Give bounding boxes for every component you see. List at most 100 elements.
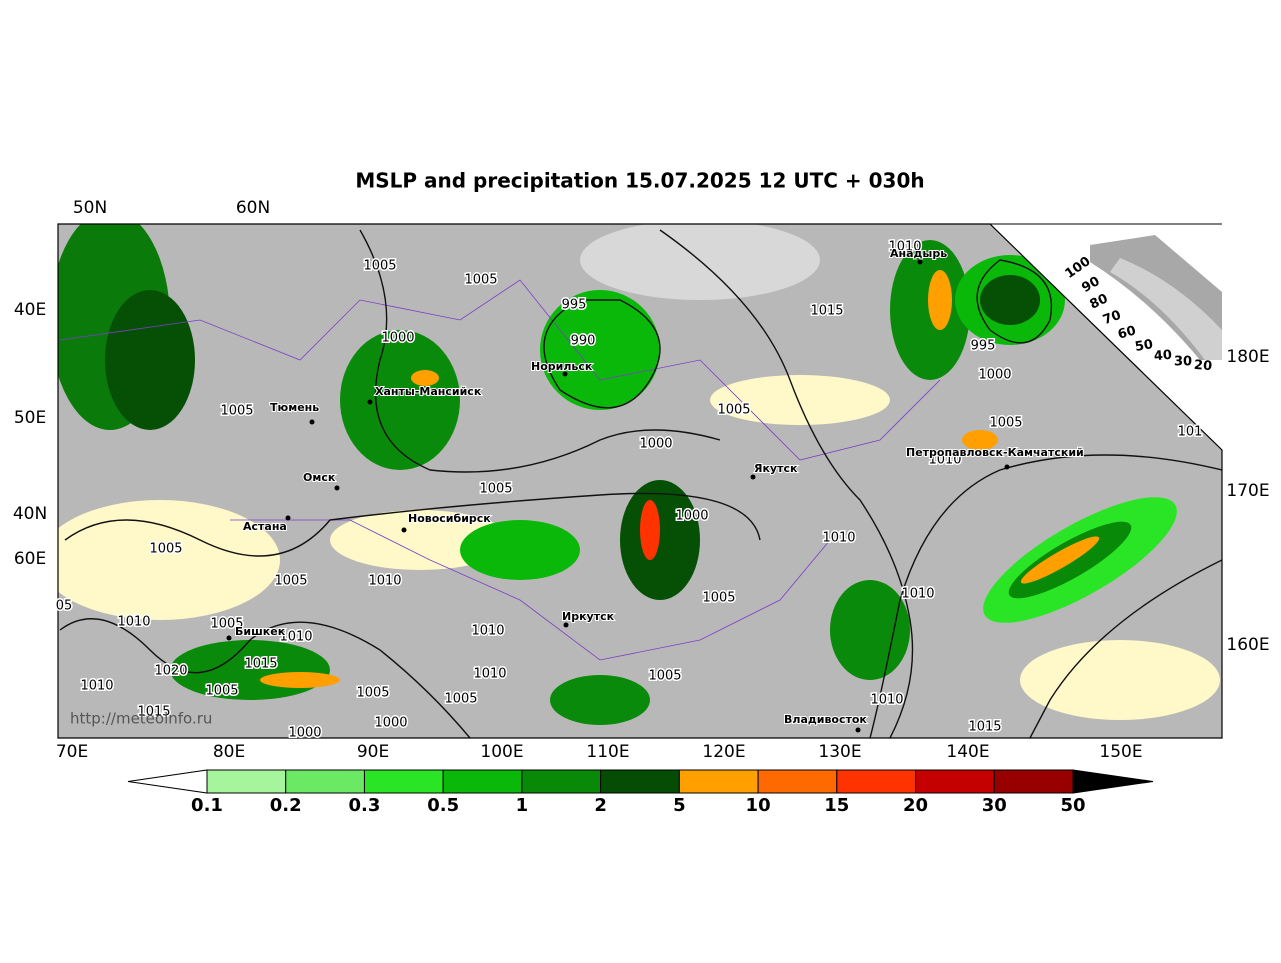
cloud-scale-label: 40 <box>1153 348 1172 365</box>
city-label: Петропавловск-Камчатский <box>906 446 1084 459</box>
colorbar-label: 10 <box>746 795 771 816</box>
isobar-label: 1005 <box>210 617 243 632</box>
cloud-scale-fan <box>1090 235 1222 360</box>
colorbar-box <box>521 769 602 794</box>
map-background <box>58 224 1222 738</box>
coord-label: 40E <box>14 300 46 320</box>
isobar-label: 1000 <box>978 368 1011 383</box>
cloud-scale-label: 60 <box>1116 323 1137 342</box>
lon-label: 100E <box>480 742 523 762</box>
isobar-label: 1005 <box>444 692 477 707</box>
city-dot <box>917 259 923 265</box>
colorbar-label: 1 <box>516 795 529 816</box>
lon-label: 110E <box>586 742 629 762</box>
colorbar-box <box>915 769 995 794</box>
city-dot <box>367 399 373 405</box>
colorbar-label: 0.5 <box>427 795 459 816</box>
map-frame <box>57 223 1223 739</box>
isobar-label: 1010 <box>471 624 504 639</box>
colorbar-box <box>206 769 287 794</box>
isobar-label: 1010 <box>117 615 150 630</box>
isobar-label: 1000 <box>374 716 407 731</box>
isobar-label: 05 <box>56 599 73 614</box>
colorbar-box <box>285 769 365 794</box>
isobar-label: 1005 <box>464 273 497 288</box>
isobar-label: 101 <box>1178 425 1203 440</box>
isobar-label: 1010 <box>901 587 934 602</box>
isobar-label: 995 <box>971 339 996 354</box>
city-dot <box>285 515 291 521</box>
city-label: Омск <box>303 471 336 484</box>
lon-label: 130E <box>818 742 861 762</box>
city-dot <box>750 474 756 480</box>
city-dot <box>855 727 861 733</box>
city-dot <box>309 419 315 425</box>
colorbar-box <box>363 769 444 794</box>
colorbar-over <box>1072 769 1154 794</box>
lon-label: 120E <box>702 742 745 762</box>
colorbar-box <box>836 769 917 794</box>
isobar-label: 1005 <box>149 542 182 557</box>
city-dot <box>226 635 232 641</box>
isobar-label: 1010 <box>473 667 506 682</box>
isobar-label: 1010 <box>368 574 401 589</box>
city-dot <box>401 527 407 533</box>
cloud-scale-label: 30 <box>1174 355 1192 370</box>
colorbar-label: 0.3 <box>349 795 381 816</box>
city-label: Ханты-Мансийск <box>375 385 482 398</box>
city-dot <box>563 622 569 628</box>
colorbar-label: 2 <box>594 795 607 816</box>
isobar-label: 1005 <box>717 403 750 418</box>
isobar-label: 1005 <box>479 482 512 497</box>
coord-label: 180E <box>1226 347 1269 367</box>
city-label: Якутск <box>754 462 798 475</box>
isobar-label: 1010 <box>870 693 903 708</box>
colorbar-box <box>757 769 838 794</box>
city-label: Тюмень <box>270 401 319 414</box>
city-label: Астана <box>243 520 287 533</box>
lat-label: 50N <box>73 198 107 218</box>
isobar-label: 1010 <box>822 531 855 546</box>
colorbar-label: 5 <box>673 795 686 816</box>
colorbar-under <box>127 769 208 794</box>
isobar-label: 1000 <box>675 509 708 524</box>
city-label: Анадырь <box>890 247 947 260</box>
lon-label: 150E <box>1099 742 1142 762</box>
city-label: Бишкек <box>235 625 286 638</box>
watermark: http://meteoinfo.ru <box>70 710 212 728</box>
isobar-label: 1015 <box>137 705 170 720</box>
isobar-label: 1005 <box>648 669 681 684</box>
lon-label: 70E <box>56 742 88 762</box>
colorbar-box <box>442 769 523 794</box>
colorbar-box <box>600 769 680 794</box>
isobar-label: 1005 <box>205 684 238 699</box>
isobar-label: 1015 <box>244 657 277 672</box>
coord-label: 60E <box>14 549 46 569</box>
isobar-label: 1000 <box>288 726 321 741</box>
coord-label: 170E <box>1226 481 1269 501</box>
isobar-label: 1005 <box>989 416 1022 431</box>
cloud-scale-label: 20 <box>1193 358 1212 375</box>
isobar-label: 995 <box>562 298 587 313</box>
city-label: Новосибирск <box>408 512 491 525</box>
colorbar-label: 30 <box>982 795 1007 816</box>
cloud-scale-label: 80 <box>1088 291 1111 312</box>
isobar-label: 1005 <box>363 259 396 274</box>
isobar-label: 1000 <box>639 437 672 452</box>
isobar-label: 1010 <box>80 679 113 694</box>
colorbar-label: 15 <box>824 795 849 816</box>
city-dot <box>1004 464 1010 470</box>
city-dot <box>334 485 340 491</box>
lon-label: 140E <box>946 742 989 762</box>
isobar-label: 1010 <box>888 240 921 255</box>
colorbar-box <box>993 769 1074 794</box>
isobar-label: 1010 <box>928 453 961 468</box>
colorbar-label: 0.1 <box>191 795 223 816</box>
colorbar-label: 20 <box>903 795 928 816</box>
city-label: Владивосток <box>784 713 867 726</box>
isobar-label: 1020 <box>154 664 187 679</box>
isobar-label: 1015 <box>968 720 1001 735</box>
city-label: Норильск <box>531 360 593 373</box>
lat-label: 60N <box>236 198 270 218</box>
